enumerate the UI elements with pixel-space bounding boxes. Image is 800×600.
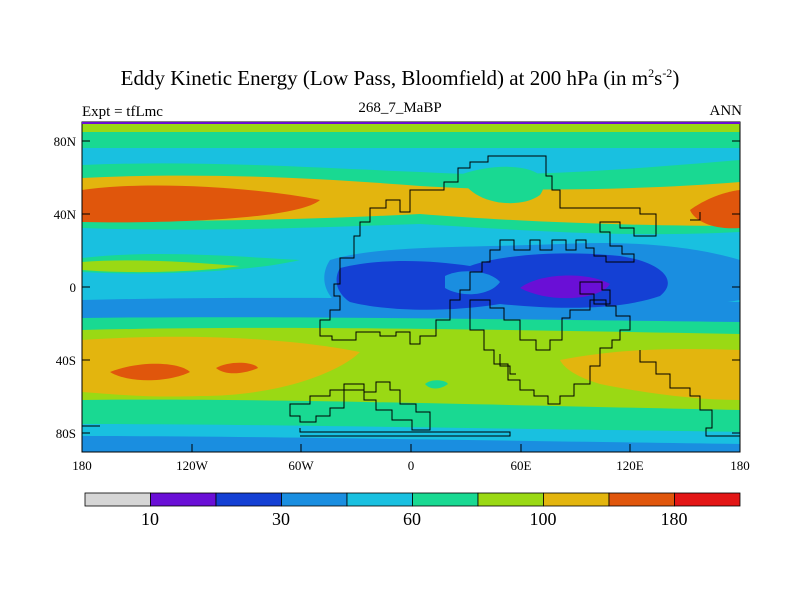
contour-blob-teal-small bbox=[425, 380, 448, 389]
contour-blob-orange-pacific bbox=[82, 185, 320, 223]
lat-label-40n: 40N bbox=[54, 207, 77, 222]
lon-label-120e: 120E bbox=[616, 458, 644, 473]
lon-label-180w: 180 bbox=[72, 458, 92, 473]
colorbar-label-10: 10 bbox=[141, 509, 159, 529]
colorbar-label-180: 180 bbox=[661, 509, 688, 529]
lat-labels: 80N 40N 0 40S 80S bbox=[54, 134, 77, 441]
run-label: 268_7_MaBP bbox=[358, 100, 442, 116]
colorbar-swatch-4 bbox=[346, 492, 413, 507]
map-title: Eddy Kinetic Energy (Low Pass, Bloomfiel… bbox=[120, 66, 680, 90]
colorbar-swatch-5 bbox=[412, 492, 479, 507]
coastline-antarctica-shelf bbox=[299, 428, 511, 437]
colorbar-swatch-8 bbox=[608, 492, 675, 507]
contour-blob-blue-hole bbox=[445, 271, 500, 295]
coastline-eurasia bbox=[319, 155, 657, 345]
colorbar-swatch-7 bbox=[543, 492, 610, 507]
lon-label-0: 0 bbox=[408, 458, 415, 473]
colorbar-swatch-2 bbox=[215, 492, 282, 507]
contour-blob-teal-asia bbox=[460, 166, 544, 204]
season-label: ANN bbox=[709, 103, 743, 119]
colorbar bbox=[84, 492, 741, 507]
experiment-label: Expt = tfLmc bbox=[82, 104, 163, 120]
colorbar-swatch-9 bbox=[674, 492, 741, 507]
contour-field bbox=[82, 122, 740, 452]
lat-label-0: 0 bbox=[70, 280, 77, 295]
lat-label-80s: 80S bbox=[56, 426, 76, 441]
lon-ticks bbox=[81, 444, 741, 452]
coastline-southeast bbox=[639, 350, 740, 437]
coastline-island bbox=[579, 281, 611, 305]
colorbar-swatch-3 bbox=[281, 492, 348, 507]
lon-label-60e: 60E bbox=[511, 458, 532, 473]
colorbar-swatch-1 bbox=[150, 492, 217, 507]
colorbar-label-100: 100 bbox=[530, 509, 557, 529]
coastline-edge-east bbox=[690, 212, 701, 221]
coastline-antarctica-west bbox=[289, 381, 431, 431]
lon-label-60w: 60W bbox=[288, 458, 314, 473]
colorbar-label-30: 30 bbox=[272, 509, 290, 529]
contour-blob-orange-east bbox=[690, 190, 740, 229]
colorbar-swatch-6 bbox=[477, 492, 544, 507]
colorbar-swatch-0 bbox=[84, 492, 151, 507]
contour-band-teal-far-south bbox=[82, 399, 740, 432]
lat-ticks bbox=[82, 140, 740, 434]
coastline-fragment bbox=[499, 354, 516, 375]
lon-label-120w: 120W bbox=[176, 458, 209, 473]
contour-blob-orange-south-2 bbox=[216, 362, 258, 374]
lat-label-80n: 80N bbox=[54, 134, 77, 149]
contour-blob-lime-eq-west bbox=[82, 260, 240, 273]
colorbar-label-60: 60 bbox=[403, 509, 421, 529]
contour-blob-amber-south-east bbox=[560, 349, 740, 400]
colorbar-labels: 10 30 60 100 180 bbox=[141, 509, 688, 529]
coastline-outlines bbox=[82, 155, 740, 437]
contour-band-teal-north bbox=[82, 132, 740, 148]
contour-blob-violet bbox=[520, 275, 610, 299]
lat-label-40s: 40S bbox=[56, 353, 76, 368]
coastline-africa-australia bbox=[469, 299, 631, 405]
contour-blob-orange-south-1 bbox=[110, 363, 190, 381]
lon-labels: 180 120W 60W 0 60E 120E 180 bbox=[72, 458, 750, 473]
lon-label-180e: 180 bbox=[730, 458, 750, 473]
